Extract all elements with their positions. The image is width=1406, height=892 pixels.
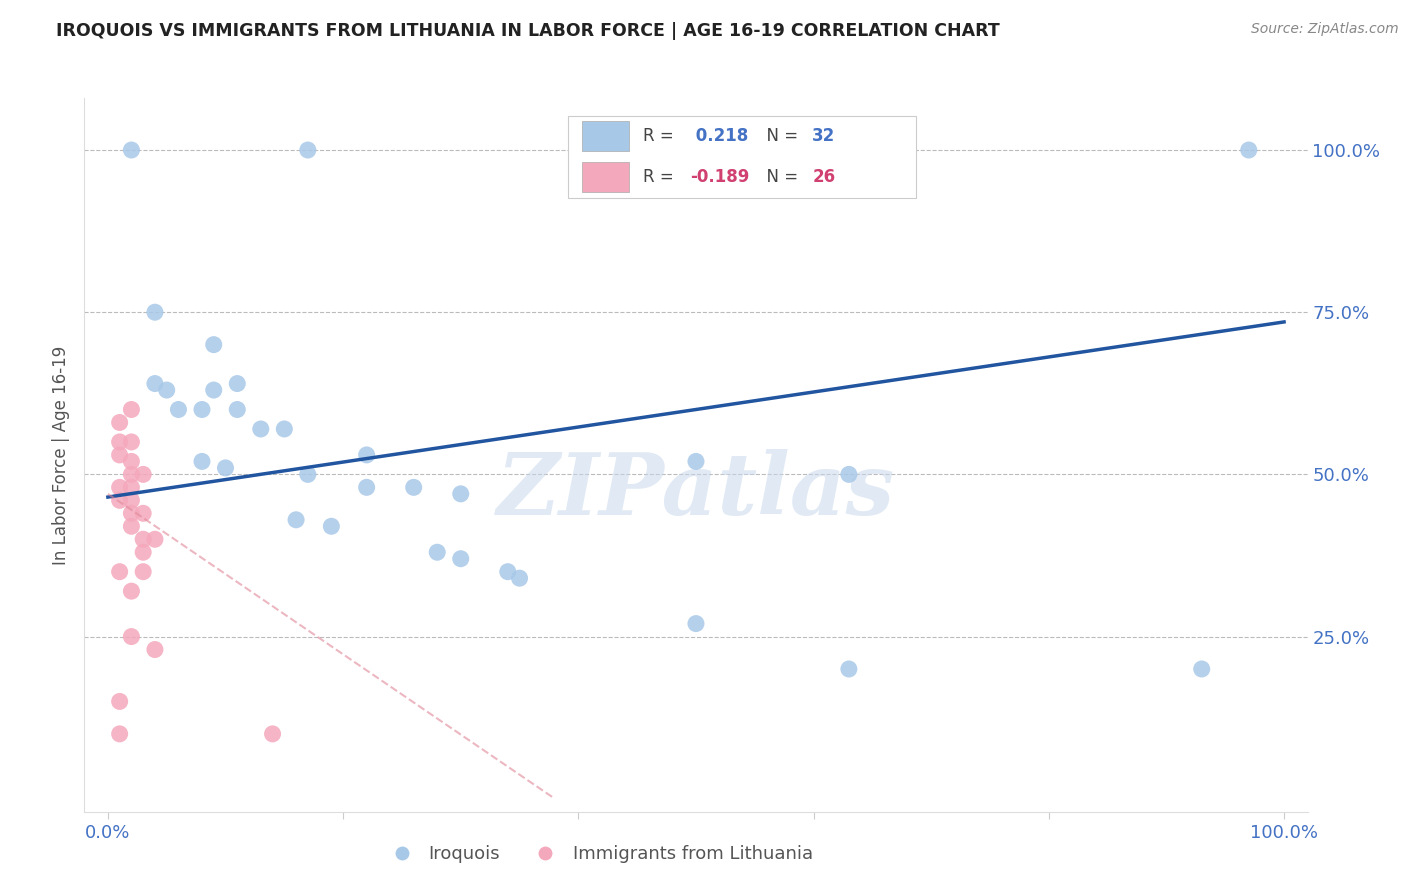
Point bbox=[120, 454, 142, 468]
Point bbox=[120, 519, 142, 533]
Text: N =: N = bbox=[756, 169, 803, 186]
Point bbox=[202, 337, 225, 351]
Text: -0.189: -0.189 bbox=[690, 169, 749, 186]
Text: Source: ZipAtlas.com: Source: ZipAtlas.com bbox=[1251, 22, 1399, 37]
Text: ZIPatlas: ZIPatlas bbox=[496, 449, 896, 533]
Point bbox=[167, 402, 190, 417]
Point bbox=[132, 506, 155, 520]
Point bbox=[356, 480, 378, 494]
Point bbox=[321, 519, 343, 533]
Point bbox=[143, 305, 166, 319]
Y-axis label: In Labor Force | Age 16-19: In Labor Force | Age 16-19 bbox=[52, 345, 70, 565]
Point bbox=[426, 545, 449, 559]
Text: IROQUOIS VS IMMIGRANTS FROM LITHUANIA IN LABOR FORCE | AGE 16-19 CORRELATION CHA: IROQUOIS VS IMMIGRANTS FROM LITHUANIA IN… bbox=[56, 22, 1000, 40]
Point bbox=[202, 383, 225, 397]
FancyBboxPatch shape bbox=[568, 116, 917, 198]
Point bbox=[143, 642, 166, 657]
Point bbox=[838, 662, 860, 676]
Point bbox=[132, 565, 155, 579]
FancyBboxPatch shape bbox=[582, 162, 628, 193]
Text: R =: R = bbox=[644, 127, 679, 145]
Point bbox=[1191, 662, 1213, 676]
Point bbox=[143, 533, 166, 547]
Point bbox=[132, 533, 155, 547]
Point bbox=[108, 727, 131, 741]
Point bbox=[214, 461, 236, 475]
Point bbox=[108, 448, 131, 462]
Text: N =: N = bbox=[756, 127, 803, 145]
Point bbox=[108, 565, 131, 579]
Point bbox=[191, 402, 214, 417]
Point bbox=[120, 467, 142, 482]
Point bbox=[262, 727, 284, 741]
Text: R =: R = bbox=[644, 169, 679, 186]
Point bbox=[356, 448, 378, 462]
Point bbox=[496, 565, 519, 579]
Point bbox=[120, 402, 142, 417]
Text: 26: 26 bbox=[813, 169, 835, 186]
Point bbox=[120, 493, 142, 508]
Point bbox=[273, 422, 295, 436]
Text: 32: 32 bbox=[813, 127, 835, 145]
Point bbox=[108, 416, 131, 430]
Point bbox=[191, 454, 214, 468]
Point bbox=[108, 694, 131, 708]
Point bbox=[132, 467, 155, 482]
Point bbox=[1237, 143, 1260, 157]
Point bbox=[120, 480, 142, 494]
Point bbox=[297, 467, 319, 482]
Point bbox=[402, 480, 425, 494]
Point bbox=[685, 616, 707, 631]
Point bbox=[120, 584, 142, 599]
Point bbox=[120, 434, 142, 449]
Point bbox=[108, 434, 131, 449]
FancyBboxPatch shape bbox=[582, 121, 628, 151]
Point bbox=[249, 422, 271, 436]
Point bbox=[226, 402, 249, 417]
Legend: Iroquois, Immigrants from Lithuania: Iroquois, Immigrants from Lithuania bbox=[377, 838, 820, 871]
Point bbox=[108, 493, 131, 508]
Point bbox=[120, 143, 142, 157]
Point bbox=[838, 467, 860, 482]
Point bbox=[450, 551, 472, 566]
Text: 0.218: 0.218 bbox=[690, 127, 748, 145]
Point bbox=[132, 545, 155, 559]
Point bbox=[120, 506, 142, 520]
Point bbox=[297, 143, 319, 157]
Point bbox=[509, 571, 531, 585]
Point bbox=[226, 376, 249, 391]
Point bbox=[156, 383, 179, 397]
Point bbox=[108, 480, 131, 494]
Point bbox=[143, 376, 166, 391]
Point bbox=[120, 630, 142, 644]
Point bbox=[285, 513, 308, 527]
Point bbox=[685, 454, 707, 468]
Point bbox=[450, 487, 472, 501]
